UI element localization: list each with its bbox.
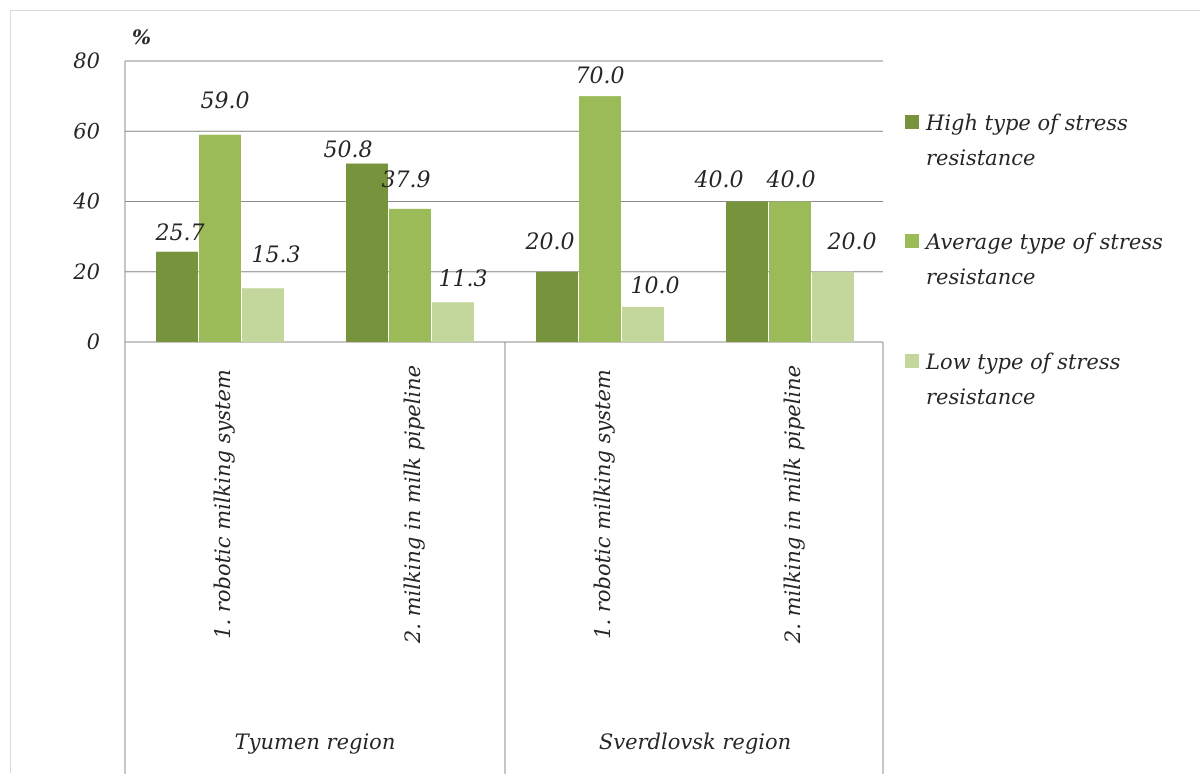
data-label: 20.0 (827, 230, 877, 255)
data-label: 40.0 (694, 168, 744, 193)
chart-frame (10, 10, 1200, 773)
y-tick-label: 40 (72, 190, 100, 214)
data-label: 40.0 (766, 168, 816, 193)
data-label: 50.8 (324, 138, 373, 163)
legend-label: High type of stress (925, 111, 1128, 135)
bar-high-4 (726, 201, 768, 342)
y-tick-label: 20 (72, 260, 100, 284)
bar-low-1 (242, 288, 284, 342)
y-tick-label: 60 (73, 119, 100, 143)
legend-swatch (905, 234, 919, 248)
category-label: 1. robotic milking system (591, 369, 615, 639)
bar-low-2 (432, 302, 474, 342)
category-label: 1. robotic milking system (211, 369, 235, 639)
bar-average-1 (199, 134, 241, 342)
legend-swatch (905, 115, 919, 129)
category-label: 2. milking in milk pipeline (781, 365, 805, 644)
legend-label: resistance (926, 265, 1035, 289)
data-label: 37.9 (382, 168, 431, 193)
bar-high-2 (346, 163, 388, 342)
data-label: 70.0 (576, 64, 625, 89)
legend-label: Low type of stress (925, 350, 1121, 374)
group-label: Tyumen region (235, 730, 396, 754)
legend-label: resistance (926, 385, 1035, 409)
bar-high-1 (156, 251, 198, 342)
data-label: 15.3 (252, 243, 301, 268)
bar-average-4 (769, 201, 811, 342)
data-label: 59.0 (201, 89, 250, 114)
data-label: 25.7 (155, 221, 205, 246)
y-axis-unit-label: % (132, 25, 151, 49)
legend-label: resistance (926, 146, 1035, 170)
bar-high-3 (536, 271, 578, 342)
data-label: 20.0 (525, 230, 575, 255)
data-label: 10.0 (631, 274, 680, 299)
y-tick-label: 80 (73, 49, 100, 73)
legend-swatch (905, 354, 919, 368)
category-label: 2. milking in milk pipeline (401, 365, 425, 644)
legend-label: Average type of stress (924, 230, 1163, 254)
bar-average-3 (579, 96, 621, 342)
group-label: Sverdlovsk region (599, 730, 791, 754)
bar-low-4 (812, 271, 854, 342)
bar-average-2 (389, 208, 431, 342)
bar-low-3 (622, 306, 664, 342)
data-label: 11.3 (439, 267, 488, 292)
y-tick-label: 0 (87, 330, 100, 354)
